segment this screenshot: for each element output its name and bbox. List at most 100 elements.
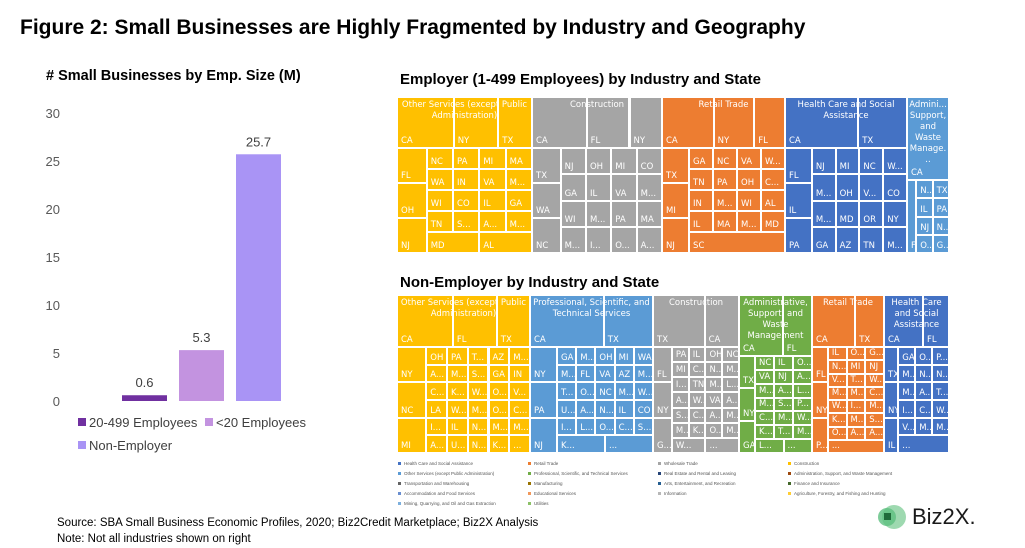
treemap-legend-entry: Mining, Quarrying, and Oil and Gas Extra…: [398, 499, 528, 508]
treemap-cell: M...: [705, 377, 723, 393]
treemap-cell: W...: [467, 382, 489, 400]
treemap-cell: MA: [636, 200, 662, 227]
treemap-cell: NY: [453, 97, 499, 148]
treemap-cell: M...: [713, 190, 738, 211]
treemap-cell: GA: [505, 190, 532, 211]
logo-text: Biz2X.: [912, 504, 976, 529]
treemap-cell: FL: [782, 295, 812, 356]
bar: [122, 395, 167, 401]
treemap-cell: M...: [755, 397, 775, 412]
treemap-cell: FL: [907, 180, 917, 253]
treemap-cell: O...: [611, 226, 637, 253]
legend-label: Manufacturing: [534, 481, 563, 486]
biz2x-logo: Biz2X.: [876, 503, 976, 531]
treemap-cell: N...: [827, 360, 847, 374]
legend-swatch: [528, 472, 531, 475]
treemap-cell: NY: [812, 382, 828, 418]
treemap-cell: WA: [426, 169, 453, 190]
treemap-cell: M...: [932, 417, 949, 436]
treemap-cell: M...: [846, 413, 866, 427]
treemap-cell: MD: [426, 232, 480, 253]
treemap-cell: W...: [671, 437, 706, 453]
treemap-cell: MA: [505, 148, 532, 169]
treemap-cell: M...: [560, 226, 586, 253]
treemap-cell: L...: [576, 417, 596, 436]
treemap-cell: CA: [884, 295, 923, 347]
treemap-legend-entry: Accommodation and Food Services: [398, 489, 528, 498]
treemap-cell: MI: [662, 183, 690, 218]
treemap-cell: MD: [835, 200, 860, 227]
legend-label: Finance and Insurance: [794, 481, 840, 486]
y-tick-label: 5: [53, 346, 60, 361]
treemap-cell: FL: [397, 148, 427, 183]
treemap-cell: A...: [846, 426, 866, 440]
treemap-cell: ...: [898, 435, 949, 453]
treemap-cell: WA: [532, 183, 561, 218]
legend-swatch: [658, 462, 661, 465]
treemap-cell: W...: [761, 148, 785, 169]
treemap-cell: PA: [713, 169, 738, 190]
treemap-legend-entry: Other Services (except Public Administra…: [398, 469, 528, 478]
treemap-cell: I...: [671, 377, 689, 393]
treemap-cell: M...: [505, 211, 532, 232]
treemap-cell: PA: [671, 347, 689, 363]
treemap-industry-block: Professional, Scientific, and Technical …: [530, 295, 653, 453]
treemap-cell: M...: [827, 386, 847, 400]
industries-note: Note: Not all industries shown on right: [57, 533, 251, 545]
treemap-cell: N...: [915, 364, 933, 383]
treemap-cell: C...: [426, 382, 447, 400]
treemap-cell: GA: [898, 347, 916, 365]
treemap-cell: ...: [705, 437, 739, 453]
treemap-cell: NY: [653, 382, 672, 418]
treemap-cell: TX: [496, 295, 530, 347]
treemap-cell: IL: [689, 211, 714, 232]
treemap-industry-block: Construction TX CA FL NY G... PA IL OH NC MI C... N.…: [653, 295, 739, 453]
treemap-cell: TN: [426, 211, 453, 232]
treemap-cell: M...: [755, 383, 775, 398]
treemap-cell: K...: [688, 422, 706, 438]
treemap-cell: A...: [774, 383, 793, 398]
treemap-cell: K...: [447, 382, 468, 400]
treemap-cell: M...: [633, 364, 653, 383]
treemap-cell: MA: [713, 211, 738, 232]
treemap-cell: M...: [898, 364, 916, 383]
treemap-cell: NJ: [916, 216, 933, 235]
treemap-cell: K...: [755, 425, 775, 440]
treemap-legend-entry: Agriculture, Forestry, and Fishing and H…: [788, 489, 918, 498]
legend-entry: Non-Employer: [89, 438, 173, 453]
treemap-legend-entry: Arts, Entertainment, and Recreation: [658, 479, 788, 488]
treemap-cell: OH: [426, 347, 447, 365]
treemap-cell: MI: [611, 148, 637, 175]
treemap-cell: V...: [898, 417, 916, 436]
treemap-cell: A...: [576, 400, 596, 418]
legend-label: Retail Trade: [534, 461, 559, 466]
legend-swatch: [398, 502, 401, 505]
bar-data-label: 25.7: [246, 134, 271, 149]
treemap-cell: PA: [447, 347, 468, 365]
treemap-cell: N...: [705, 362, 723, 378]
treemap-cell: OH: [397, 183, 427, 218]
treemap-cell: VA: [755, 369, 775, 384]
treemap-cell: CA: [704, 295, 739, 347]
treemap-industry-block: Construction CA FL NY TX WA NC NJ OH MI CO GA IL VA M.…: [532, 97, 662, 253]
treemap-cell: IL: [447, 417, 468, 436]
treemap-cell: M...: [811, 200, 836, 227]
legend-label: Utilities: [534, 501, 549, 506]
treemap-cell: NC: [859, 148, 884, 175]
treemap-cell: I...: [426, 417, 447, 436]
treemap-cell: NJ: [662, 218, 690, 253]
treemap-cell: TX: [498, 97, 532, 148]
treemap-cell: PA: [530, 382, 558, 418]
treemap-cell: ...: [827, 439, 884, 453]
treemap-cell: M...: [774, 411, 793, 426]
treemap-cell: M...: [865, 400, 884, 414]
bar-chart: 0 5 10 15 20 25 30 0.6 5.3 25.7 20-499 Employees <2…: [46, 106, 307, 453]
treemap-cell: IN: [689, 190, 714, 211]
treemap-cell: S...: [865, 413, 884, 427]
treemap-cell: T...: [846, 373, 866, 387]
treemap-cell: VA: [479, 169, 506, 190]
treemap-cell: TX: [532, 148, 561, 183]
treemap-industry-block: Retail Trade CA NY FL TX MI NJ GA NC VA W... TN PA OH…: [662, 97, 785, 253]
treemap-cell: L...: [722, 377, 739, 393]
treemap-cell: AL: [479, 232, 532, 253]
